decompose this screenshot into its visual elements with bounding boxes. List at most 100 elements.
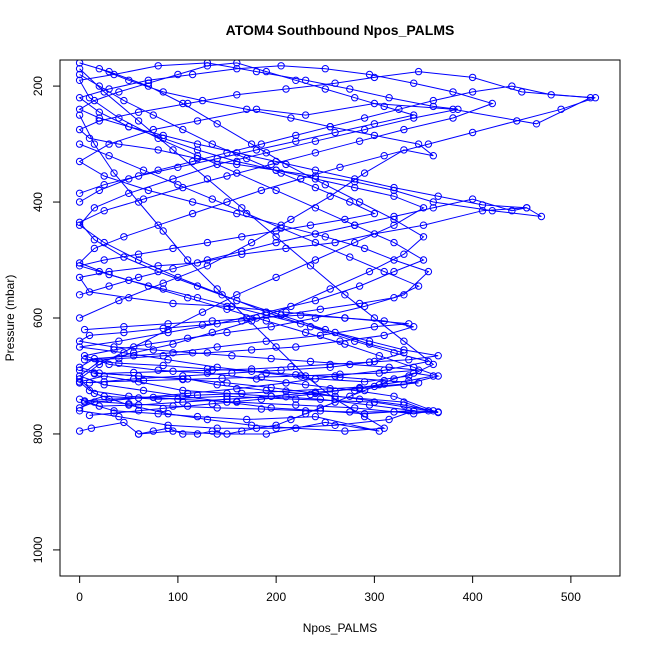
data-point bbox=[385, 363, 393, 371]
data-point bbox=[134, 117, 143, 125]
data-point bbox=[164, 320, 172, 328]
data-point bbox=[179, 398, 187, 406]
data-point bbox=[331, 387, 339, 395]
data-point bbox=[247, 140, 256, 148]
data-point bbox=[400, 346, 408, 354]
data-point bbox=[125, 123, 133, 131]
y-tick-label: 200 bbox=[31, 76, 45, 96]
data-point bbox=[257, 186, 266, 195]
data-point bbox=[380, 102, 388, 111]
data-point bbox=[75, 343, 84, 351]
data-point bbox=[105, 360, 113, 369]
data-point bbox=[252, 105, 261, 114]
data-point bbox=[174, 163, 182, 172]
data-point bbox=[454, 105, 462, 114]
data-point bbox=[375, 381, 383, 389]
data-point bbox=[252, 375, 261, 383]
data-point bbox=[410, 323, 418, 331]
data-point bbox=[159, 404, 167, 413]
data-point bbox=[297, 175, 305, 183]
data-point bbox=[179, 375, 187, 384]
data-point bbox=[198, 321, 207, 329]
data-point bbox=[188, 157, 197, 166]
data-point bbox=[154, 146, 162, 154]
data-point bbox=[130, 368, 138, 377]
data-point bbox=[311, 183, 320, 192]
data-point bbox=[331, 398, 339, 406]
data-point bbox=[316, 395, 325, 403]
data-point bbox=[144, 79, 153, 87]
data-point bbox=[311, 256, 320, 264]
data-point bbox=[75, 366, 84, 374]
data-point bbox=[159, 279, 167, 287]
data-point bbox=[159, 88, 167, 96]
data-point bbox=[243, 209, 251, 218]
data-point bbox=[375, 352, 383, 360]
data-point bbox=[316, 305, 325, 313]
data-point bbox=[508, 207, 516, 215]
data-point bbox=[115, 114, 123, 122]
data-point bbox=[272, 273, 280, 282]
data-point bbox=[179, 125, 187, 134]
data-point bbox=[184, 402, 192, 410]
data-point bbox=[130, 343, 138, 351]
data-point bbox=[424, 267, 433, 276]
data-point bbox=[478, 207, 487, 215]
data-point bbox=[159, 352, 167, 360]
data-point bbox=[75, 65, 84, 73]
x-axis-label: Npos_PALMS bbox=[303, 621, 377, 635]
data-point bbox=[346, 360, 354, 369]
data-point bbox=[247, 365, 256, 373]
data-point bbox=[321, 233, 329, 241]
data-point bbox=[346, 392, 354, 400]
data-point bbox=[419, 233, 428, 241]
data-point bbox=[390, 294, 398, 302]
data-point bbox=[267, 392, 275, 400]
data-point bbox=[75, 76, 84, 85]
data-point bbox=[75, 337, 84, 345]
data-point bbox=[228, 302, 236, 311]
y-tick-label: 400 bbox=[31, 192, 45, 212]
data-point bbox=[434, 192, 442, 200]
data-point bbox=[419, 204, 428, 212]
data-point bbox=[316, 404, 325, 412]
data-point bbox=[355, 282, 364, 290]
data-point bbox=[120, 233, 128, 241]
data-point bbox=[233, 209, 241, 218]
data-point bbox=[351, 221, 359, 229]
data-point bbox=[331, 238, 339, 247]
data-point bbox=[532, 120, 541, 128]
series-line-5 bbox=[78, 62, 527, 296]
data-point bbox=[110, 407, 118, 415]
data-point bbox=[159, 227, 167, 235]
data-point bbox=[164, 356, 172, 364]
data-point bbox=[341, 427, 349, 435]
data-point bbox=[100, 172, 108, 180]
data-point bbox=[429, 407, 437, 415]
data-point bbox=[321, 418, 329, 427]
data-point bbox=[243, 154, 251, 163]
data-point bbox=[75, 140, 84, 148]
data-point bbox=[297, 372, 305, 380]
data-point bbox=[213, 381, 221, 389]
data-point bbox=[208, 366, 217, 374]
data-point bbox=[149, 427, 158, 435]
data-point bbox=[80, 397, 89, 405]
data-point bbox=[326, 285, 334, 293]
data-point bbox=[272, 186, 280, 195]
data-point bbox=[365, 70, 374, 79]
data-point bbox=[365, 401, 374, 409]
data-point bbox=[238, 233, 246, 241]
data-point bbox=[203, 175, 212, 183]
data-point bbox=[292, 371, 300, 379]
data-point bbox=[331, 372, 339, 380]
data-point bbox=[75, 94, 84, 102]
data-point bbox=[134, 273, 143, 282]
data-point bbox=[272, 421, 280, 429]
data-point bbox=[360, 114, 369, 122]
data-point bbox=[90, 204, 99, 212]
data-point bbox=[75, 262, 84, 270]
data-point bbox=[105, 140, 113, 148]
data-point bbox=[100, 181, 108, 189]
